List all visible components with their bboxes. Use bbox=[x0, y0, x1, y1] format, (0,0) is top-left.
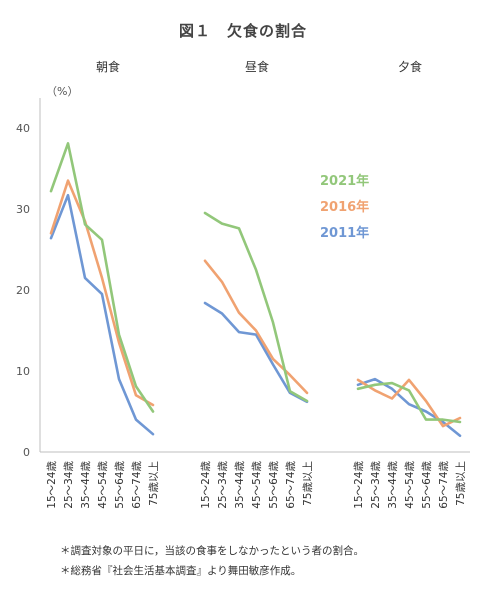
x-tick-label: 25～34歳 bbox=[63, 461, 75, 509]
series-line-2021年 bbox=[203, 211, 309, 403]
x-tick-label: 45～54歳 bbox=[251, 461, 263, 509]
panel-title: 昼食 bbox=[245, 59, 269, 74]
y-tick-label: 0 bbox=[23, 446, 30, 459]
legend-entry: 2011年 bbox=[320, 225, 369, 241]
legend-entry: 2016年 bbox=[320, 199, 369, 215]
chart-note-1: ＊調査対象の平日に，当該の食事をしなかったという者の割合。 bbox=[60, 545, 364, 557]
x-tick-label: 65～74歳 bbox=[438, 461, 450, 509]
x-tick-label: 75歳以上 bbox=[302, 461, 314, 506]
y-tick-label: 10 bbox=[16, 365, 30, 378]
series-line-2016年 bbox=[203, 259, 309, 395]
x-tick-label: 35～44歳 bbox=[80, 461, 92, 509]
series-line-2016年 bbox=[356, 378, 462, 428]
x-tick-label: 15～24歳 bbox=[353, 461, 365, 509]
x-tick-label: 45～54歳 bbox=[97, 461, 109, 509]
x-tick-label: 45～54歳 bbox=[404, 461, 416, 509]
series-line-2021年 bbox=[49, 142, 155, 413]
y-tick-label: 30 bbox=[16, 203, 30, 216]
x-tick-label: 25～34歳 bbox=[370, 461, 382, 509]
y-tick-label: 20 bbox=[16, 284, 30, 297]
series-line-2011年 bbox=[49, 193, 155, 436]
x-tick-label: 15～24歳 bbox=[46, 461, 58, 509]
series-line-2011年 bbox=[356, 377, 462, 438]
x-tick-label: 55～64歳 bbox=[114, 461, 126, 509]
x-tick-label: 35～44歳 bbox=[234, 461, 246, 509]
y-axis-label: （%） bbox=[46, 85, 78, 98]
y-tick-label: 40 bbox=[16, 122, 30, 135]
x-tick-label: 65～74歳 bbox=[285, 461, 297, 509]
x-tick-label: 65～74歳 bbox=[131, 461, 143, 509]
x-tick-label: 35～44歳 bbox=[387, 461, 399, 509]
x-tick-label: 55～64歳 bbox=[268, 461, 280, 509]
legend-entry: 2021年 bbox=[320, 173, 369, 189]
series-line-2016年 bbox=[49, 179, 155, 407]
panel-title: 夕食 bbox=[398, 59, 422, 74]
x-tick-label: 75歳以上 bbox=[455, 461, 467, 506]
series-line-2011年 bbox=[203, 301, 309, 404]
x-tick-label: 75歳以上 bbox=[148, 461, 160, 506]
x-tick-label: 25～34歳 bbox=[217, 461, 229, 509]
x-tick-label: 55～64歳 bbox=[421, 461, 433, 509]
chart-title: 図１ 欠食の割合 bbox=[178, 22, 307, 40]
panel-title: 朝食 bbox=[96, 59, 120, 74]
series-line-2021年 bbox=[356, 381, 462, 424]
x-tick-label: 15～24歳 bbox=[200, 461, 212, 509]
chart-note-2: ＊総務省『社会生活基本調査』より舞田敏彦作成。 bbox=[60, 565, 302, 577]
